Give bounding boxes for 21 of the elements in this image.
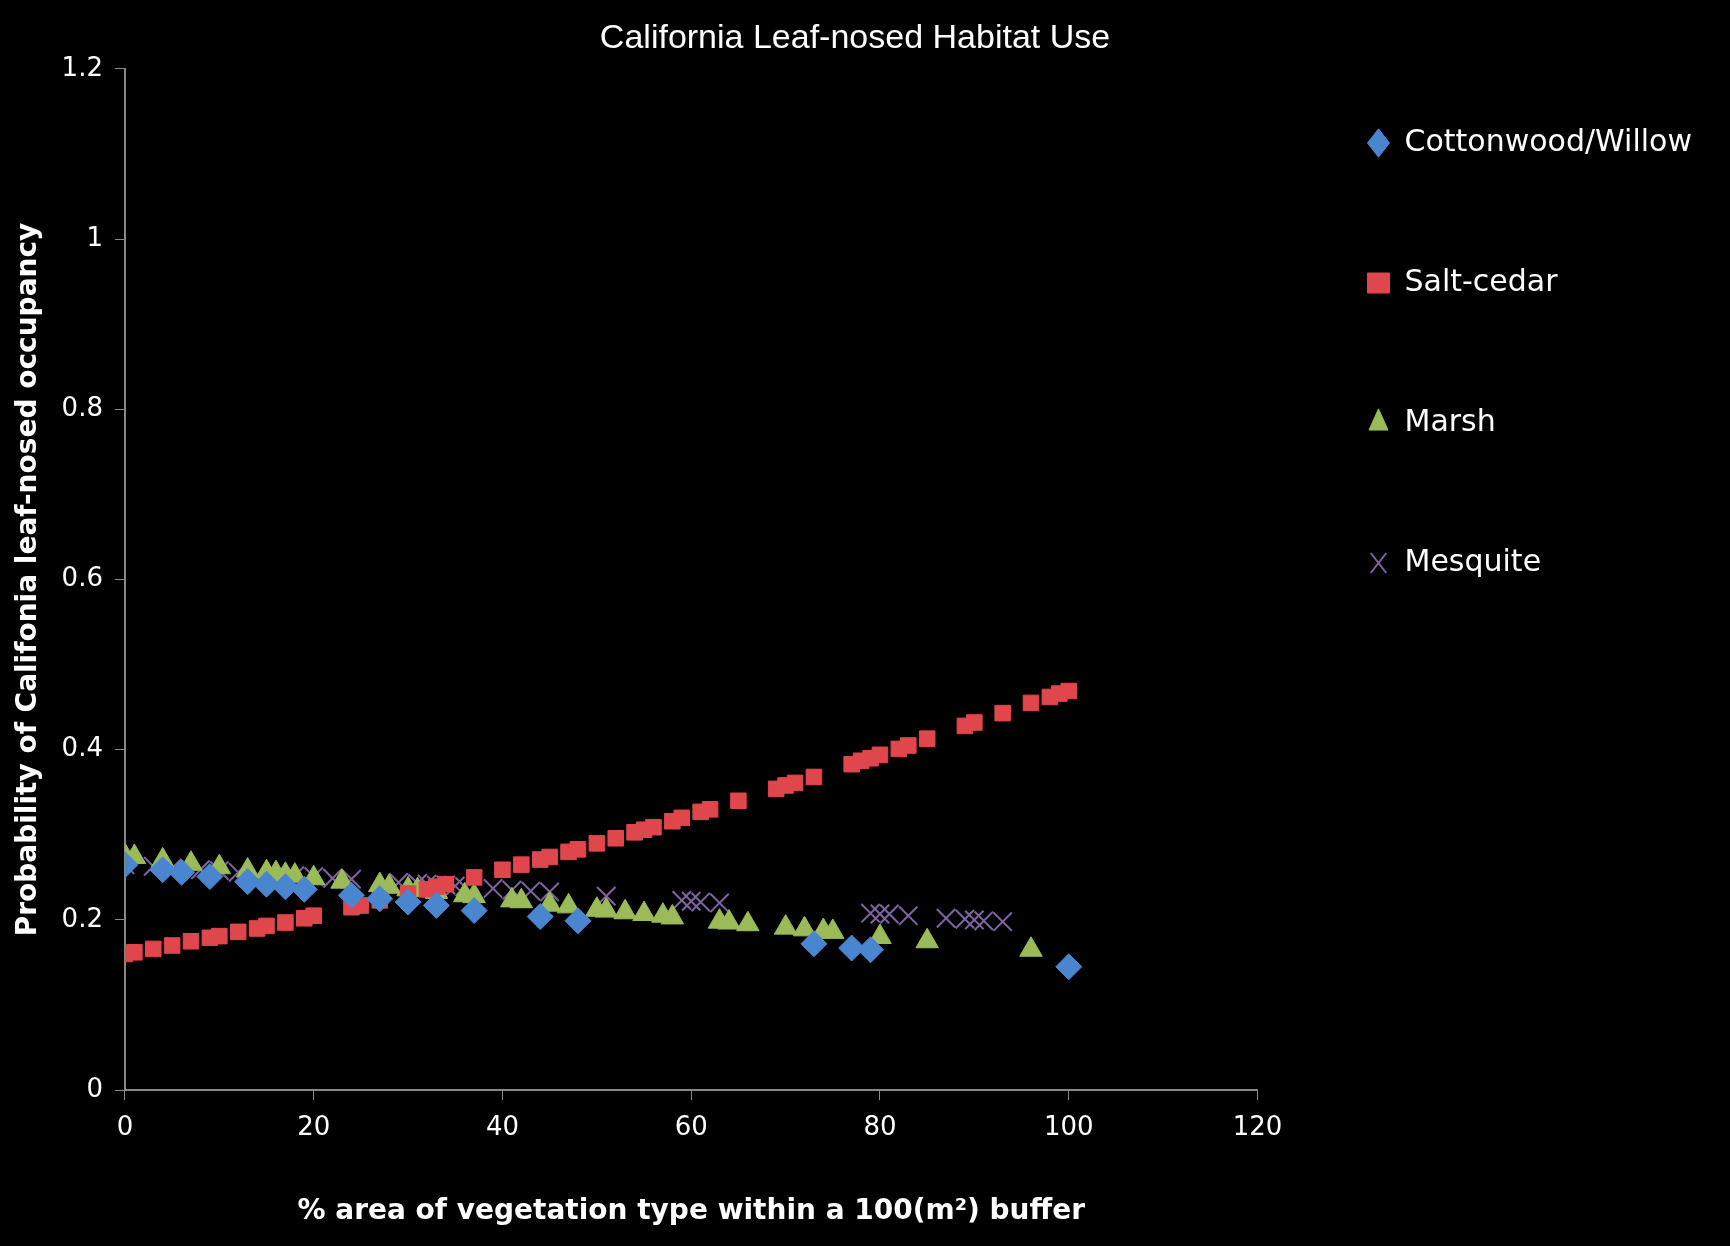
y-axis-title: Probability of Califonia leaf-nosed occupancy — [10, 222, 44, 937]
chart-title: California Leaf-nosed Habitat Use — [599, 16, 1111, 55]
y-tick-label: 0.2 — [61, 902, 103, 933]
legend-label: Mesquite — [1404, 542, 1542, 578]
y-tick-label: 1 — [86, 221, 103, 252]
x-tick-label: 120 — [1232, 1110, 1283, 1141]
x-tick-label: 60 — [674, 1110, 708, 1141]
x-tick-label: 100 — [1043, 1110, 1094, 1141]
y-tick-label: 0.4 — [61, 732, 103, 763]
y-tick-label: 0.6 — [61, 562, 103, 593]
x-tick-label: 0 — [116, 1110, 134, 1141]
legend-label: Salt-cedar — [1404, 262, 1559, 298]
y-tick-label: 0 — [86, 1072, 103, 1103]
x-axis-title: % area of vegetation type within a 100(m²) buffer — [297, 1193, 1086, 1227]
x-tick-label: 20 — [297, 1110, 331, 1141]
legend-label: Cottonwood/Willow — [1404, 122, 1693, 158]
x-tick-label: 80 — [863, 1110, 897, 1141]
x-tick-label: 40 — [485, 1110, 520, 1141]
y-tick-label: 1.2 — [61, 51, 103, 82]
y-tick-label: 0.8 — [61, 392, 103, 423]
legend-label: Marsh — [1404, 402, 1496, 438]
